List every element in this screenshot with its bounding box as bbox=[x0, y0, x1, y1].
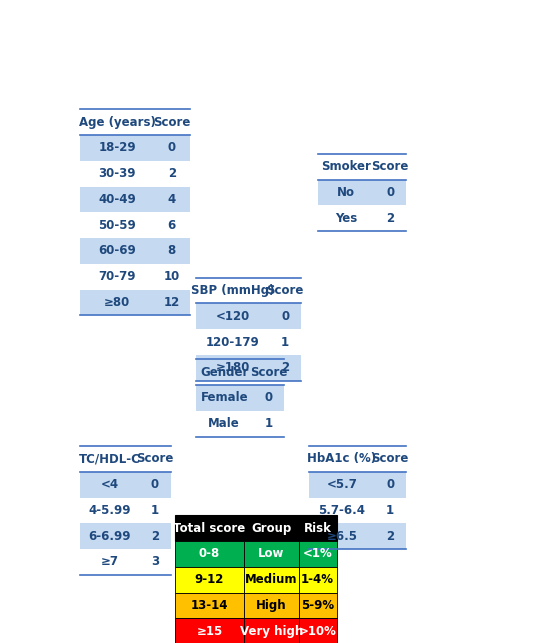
Bar bbox=[244, 541, 299, 567]
Bar bbox=[80, 289, 190, 315]
Bar bbox=[80, 523, 171, 549]
Text: HbA1c (%): HbA1c (%) bbox=[307, 453, 376, 466]
Bar bbox=[175, 593, 244, 619]
Bar bbox=[80, 186, 190, 212]
Text: 5.7-6.4: 5.7-6.4 bbox=[318, 504, 365, 517]
Text: Risk: Risk bbox=[304, 521, 332, 535]
Text: ≥6.5: ≥6.5 bbox=[326, 530, 357, 543]
Text: 4: 4 bbox=[167, 193, 176, 206]
Text: ≥15: ≥15 bbox=[196, 625, 223, 638]
Text: Score: Score bbox=[371, 160, 409, 173]
Text: Low: Low bbox=[259, 547, 285, 561]
Bar bbox=[309, 523, 406, 549]
Text: High: High bbox=[256, 599, 287, 612]
Bar bbox=[318, 179, 406, 205]
Bar bbox=[244, 515, 299, 541]
Text: 18-29: 18-29 bbox=[98, 141, 136, 154]
Text: 30-39: 30-39 bbox=[98, 167, 136, 180]
Text: Smoker: Smoker bbox=[321, 160, 371, 173]
Bar bbox=[175, 619, 244, 643]
Text: TC/HDL-C: TC/HDL-C bbox=[79, 453, 141, 466]
Text: Score: Score bbox=[371, 453, 409, 466]
Text: 0-8: 0-8 bbox=[199, 547, 220, 561]
Text: 5-9%: 5-9% bbox=[301, 599, 334, 612]
Text: 40-49: 40-49 bbox=[98, 193, 136, 206]
Bar bbox=[299, 515, 337, 541]
Text: 0: 0 bbox=[386, 186, 394, 199]
Text: 120-179: 120-179 bbox=[206, 336, 260, 349]
Bar bbox=[299, 567, 337, 593]
Text: Male: Male bbox=[208, 417, 240, 430]
Text: 1: 1 bbox=[264, 417, 273, 430]
Text: 0: 0 bbox=[386, 478, 394, 491]
Bar bbox=[175, 515, 244, 541]
Text: 6-6.99: 6-6.99 bbox=[88, 530, 131, 543]
Bar bbox=[244, 619, 299, 643]
Text: 0: 0 bbox=[167, 141, 176, 154]
Text: 2: 2 bbox=[386, 212, 394, 225]
Bar bbox=[196, 303, 301, 329]
Bar bbox=[244, 593, 299, 619]
Text: 6: 6 bbox=[167, 219, 176, 231]
Text: 1: 1 bbox=[151, 504, 159, 517]
Text: ≥80: ≥80 bbox=[104, 296, 130, 309]
Text: 10: 10 bbox=[164, 270, 180, 283]
Text: 12: 12 bbox=[164, 296, 180, 309]
Text: 1: 1 bbox=[386, 504, 394, 517]
Text: Medium: Medium bbox=[245, 573, 298, 586]
Bar bbox=[309, 472, 406, 498]
Text: Score: Score bbox=[250, 366, 287, 379]
Text: 3: 3 bbox=[151, 556, 159, 568]
Text: 8: 8 bbox=[167, 244, 176, 257]
Text: Very high: Very high bbox=[240, 625, 303, 638]
Bar bbox=[175, 567, 244, 593]
Text: Score: Score bbox=[153, 116, 190, 129]
Text: SBP (mmHg): SBP (mmHg) bbox=[191, 284, 274, 297]
Text: 0: 0 bbox=[151, 478, 159, 491]
Bar bbox=[299, 593, 337, 619]
Text: 0: 0 bbox=[281, 310, 289, 323]
Text: 13-14: 13-14 bbox=[191, 599, 228, 612]
Text: Score: Score bbox=[136, 453, 173, 466]
Text: Score: Score bbox=[267, 284, 304, 297]
Bar bbox=[299, 619, 337, 643]
Text: ≥7: ≥7 bbox=[101, 556, 119, 568]
Text: Total score: Total score bbox=[173, 521, 246, 535]
Text: Gender: Gender bbox=[200, 366, 248, 379]
Text: No: No bbox=[337, 186, 355, 199]
Text: Female: Female bbox=[201, 392, 248, 404]
Bar bbox=[80, 238, 190, 264]
Text: 2: 2 bbox=[386, 530, 394, 543]
Bar bbox=[244, 567, 299, 593]
Text: 2: 2 bbox=[151, 530, 159, 543]
Text: 1-4%: 1-4% bbox=[301, 573, 334, 586]
Bar bbox=[299, 541, 337, 567]
Bar bbox=[80, 472, 171, 498]
Text: <4: <4 bbox=[101, 478, 119, 491]
Bar bbox=[175, 541, 244, 567]
Text: 9-12: 9-12 bbox=[195, 573, 224, 586]
Text: <120: <120 bbox=[216, 310, 250, 323]
Text: Age (years): Age (years) bbox=[79, 116, 156, 129]
Text: Group: Group bbox=[251, 521, 292, 535]
Text: 50-59: 50-59 bbox=[98, 219, 136, 231]
Bar bbox=[196, 355, 301, 381]
Text: 1: 1 bbox=[281, 336, 289, 349]
Text: 2: 2 bbox=[167, 167, 176, 180]
Text: >10%: >10% bbox=[299, 625, 337, 638]
Text: Yes: Yes bbox=[335, 212, 357, 225]
Text: <5.7: <5.7 bbox=[326, 478, 357, 491]
Text: 60-69: 60-69 bbox=[98, 244, 136, 257]
Text: 4-5.99: 4-5.99 bbox=[88, 504, 131, 517]
Text: 70-79: 70-79 bbox=[98, 270, 136, 283]
Text: 2: 2 bbox=[281, 361, 289, 374]
Bar bbox=[196, 385, 284, 411]
Text: ≥180: ≥180 bbox=[215, 361, 250, 374]
Text: 0: 0 bbox=[264, 392, 273, 404]
Text: <1%: <1% bbox=[303, 547, 333, 561]
Bar bbox=[80, 135, 190, 161]
